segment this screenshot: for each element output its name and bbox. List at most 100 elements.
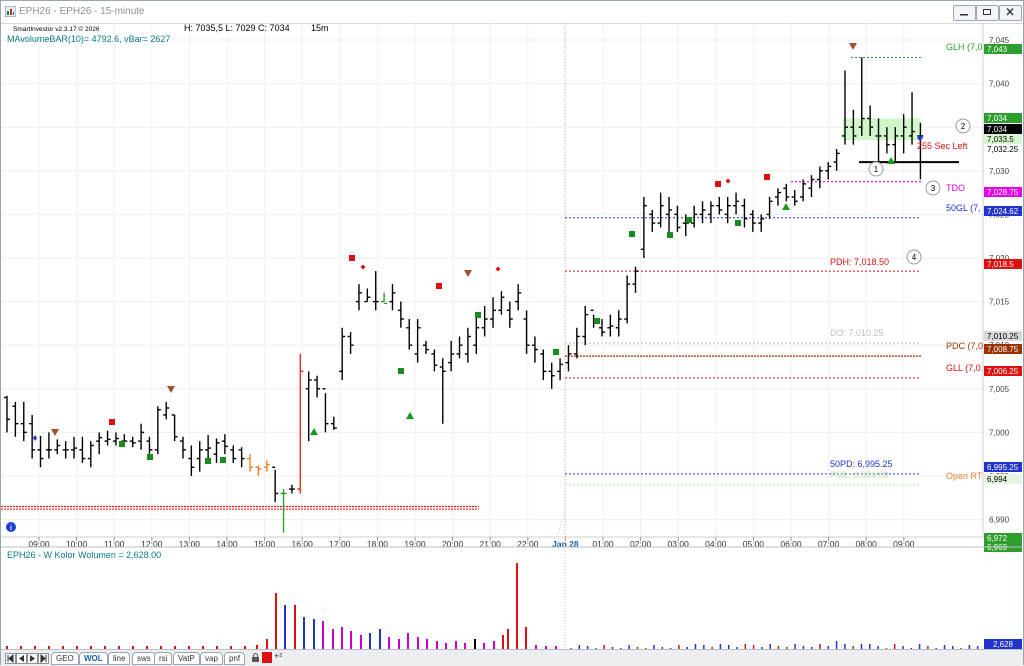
tab-pnf[interactable]: pnf: [224, 652, 246, 665]
red-square-marker: [109, 419, 115, 425]
price-tag-text: 7,028.75: [987, 188, 1019, 197]
record-toggle[interactable]: [262, 652, 272, 663]
green-square-marker: [147, 454, 153, 460]
marker-1[interactable]: 1: [868, 161, 884, 177]
prev-page-button[interactable]: [16, 653, 27, 664]
price-tick: 7,015: [989, 298, 1010, 307]
buy-arrow: [310, 428, 318, 435]
green-square-marker: [686, 217, 692, 223]
play-forward-icon: [30, 655, 35, 662]
svg-text:1: 1: [874, 165, 879, 174]
time-tick: 15:00: [254, 539, 276, 549]
volume-last-tag: 2,628: [984, 639, 1022, 649]
price-tag-box: [984, 462, 1022, 472]
price-tag-text: 7,010.25: [987, 332, 1019, 341]
time-tick: 14:00: [216, 539, 238, 549]
app-version-label: SmartInvestor v2.3.17 © 2026: [13, 25, 100, 33]
green-square-marker: [735, 220, 741, 226]
green-square-marker: [594, 318, 600, 324]
price-tick: 7,020: [989, 254, 1010, 263]
info-icon[interactable]: i: [6, 522, 16, 532]
green-square-marker: [475, 312, 481, 318]
time-tick: 18:00: [367, 539, 389, 549]
price-tick: 7,000: [989, 428, 1010, 437]
first-page-button[interactable]: [5, 653, 16, 664]
price-chart[interactable]: SmartInvestor v2.3.17 © 2026 MAvolumeBAR…: [1, 23, 1023, 649]
time-tick: 02:00: [630, 539, 652, 549]
tab-geo[interactable]: GEO: [51, 652, 79, 665]
price-tag-text: 6,972: [987, 534, 1008, 543]
gll-label: GLL (7,0: [946, 363, 981, 373]
close-icon: [1006, 8, 1014, 16]
tab-wol[interactable]: WOL: [79, 652, 108, 665]
time-tick: 06:00: [780, 539, 802, 549]
price-tag-text: 6,995.25: [987, 463, 1019, 472]
time-tick: 13:00: [179, 539, 201, 549]
price-axis: 7,0457,0407,0357,0307,0257,0207,0157,010…: [982, 23, 1010, 537]
minimize-icon: [960, 14, 968, 16]
red-square-marker: [764, 174, 770, 180]
price-tick: 6,990: [989, 516, 1010, 525]
time-tick: 09:00: [893, 539, 915, 549]
window-title: EPH26 - EPH26 - 15-minute: [19, 6, 145, 17]
red-square-marker: [436, 283, 442, 289]
green-square-marker: [119, 441, 125, 447]
blue-diamond-marker: [917, 135, 923, 141]
minimize-button[interactable]: [953, 5, 976, 21]
marker-2[interactable]: 2: [955, 118, 971, 134]
price-tag-text: 7,034: [987, 114, 1008, 123]
price-tag-box: [984, 533, 1022, 543]
blue-diamond-marker: [33, 435, 37, 441]
countdown-label: 255 Sec Left: [917, 141, 968, 151]
next-page-button[interactable]: [27, 653, 38, 664]
time-tick: 11:00: [104, 539, 125, 549]
svg-text:i: i: [10, 525, 12, 532]
marker-4[interactable]: 4: [906, 249, 922, 265]
time-tick: 16:00: [292, 539, 314, 549]
price-tag-text: 7,034: [987, 125, 1008, 134]
hlc-readout: H: 7035,5 L: 7029 C: 7034: [184, 23, 290, 33]
tdo-label: TDO: [946, 183, 965, 193]
tab-rsi[interactable]: rsi: [154, 652, 173, 665]
red-square-marker: [715, 181, 721, 187]
chart-app-icon: [5, 6, 16, 17]
marker-3[interactable]: 3: [925, 180, 941, 196]
price-tag-text: 7,008.75: [987, 345, 1019, 354]
price-tag-text: 7,033.5: [987, 135, 1014, 144]
time-tick: 10:00: [66, 539, 88, 549]
pd50-label: 50PD: 6,995.25: [830, 459, 893, 469]
time-tick: 01:00: [592, 539, 614, 549]
time-tick: 09:00: [28, 539, 50, 549]
price-tag-box: [984, 134, 1022, 144]
time-tick: 05:00: [743, 539, 765, 549]
close-button[interactable]: [999, 5, 1022, 21]
buy-arrow: [406, 412, 414, 419]
svg-text:2,628: 2,628: [993, 640, 1014, 649]
tab-vatp[interactable]: VatP: [173, 652, 200, 665]
time-tick: 04:00: [705, 539, 727, 549]
signal-markers: [33, 43, 923, 464]
price-tag-text: 7,043: [987, 45, 1008, 54]
green-square-marker: [220, 457, 226, 463]
red-diamond-marker: [495, 266, 501, 272]
price-tick: 7,030: [989, 167, 1010, 176]
add-tab-icon[interactable]: +²: [274, 651, 283, 661]
time-tick: 17:00: [329, 539, 351, 549]
green-square-marker: [398, 368, 404, 374]
price-tag-box: [984, 259, 1022, 269]
price-tag-text: 7,018.5: [987, 260, 1014, 269]
red-diamond-marker: [725, 178, 731, 184]
session-gap-line: [556, 510, 566, 538]
sell-arrow: [167, 386, 175, 393]
pdh-label: PDH: 7,018.50: [830, 257, 889, 267]
last-page-button[interactable]: [38, 653, 49, 664]
price-tag-text: 6,994: [987, 475, 1008, 484]
lock-icon[interactable]: [251, 653, 260, 662]
restore-button[interactable]: [976, 5, 999, 21]
tab-line[interactable]: line: [108, 652, 131, 665]
price-tag-box: [984, 366, 1022, 376]
tab-sws[interactable]: sws: [132, 652, 156, 665]
svg-text:2: 2: [961, 122, 966, 131]
tab-vap[interactable]: vap: [200, 652, 223, 665]
time-tick: 07:00: [818, 539, 840, 549]
